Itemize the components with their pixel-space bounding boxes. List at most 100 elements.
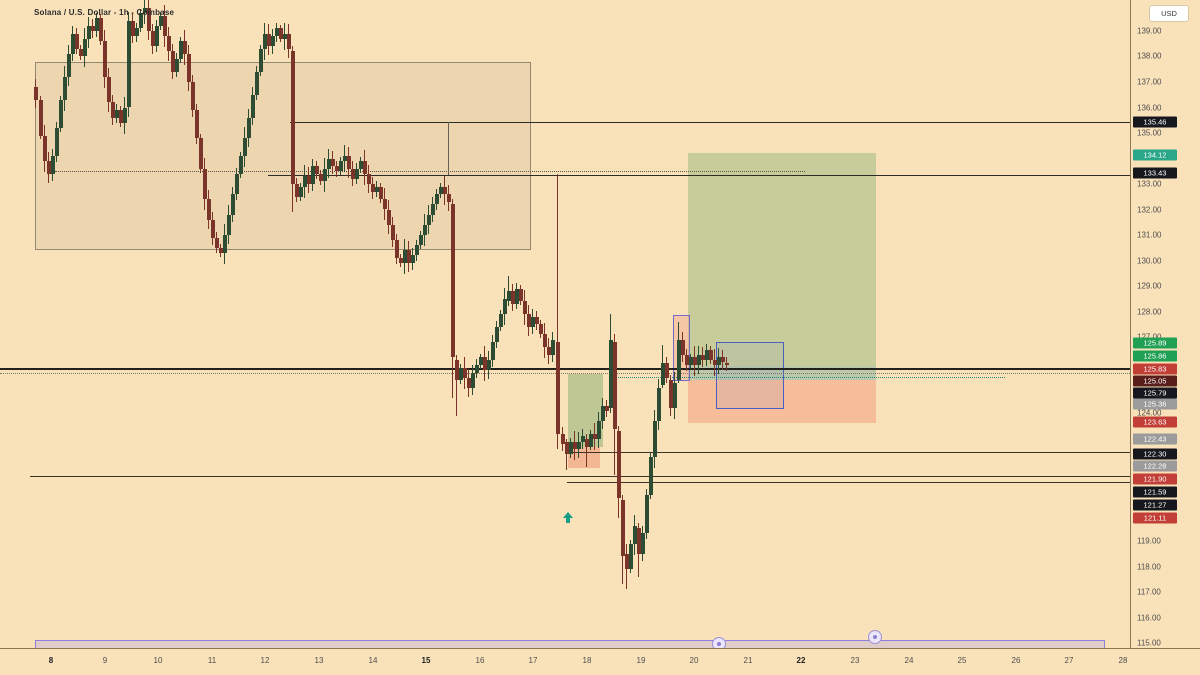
candle[interactable] (382, 199, 387, 210)
candle[interactable] (362, 161, 367, 174)
candle[interactable] (222, 235, 227, 253)
candle[interactable] (250, 94, 255, 118)
candle[interactable] (162, 15, 167, 37)
candle[interactable] (450, 204, 455, 358)
candle[interactable] (358, 161, 363, 169)
candle[interactable] (126, 20, 131, 108)
candle[interactable] (346, 155, 351, 169)
candle[interactable] (42, 135, 47, 162)
buy-arrow-marker[interactable] (563, 512, 573, 523)
candle[interactable] (542, 334, 547, 348)
candle[interactable] (194, 110, 199, 139)
candle[interactable] (182, 41, 187, 54)
selection-rectangle[interactable] (716, 342, 784, 409)
candle[interactable] (242, 138, 247, 156)
candle[interactable] (354, 168, 359, 179)
price-line-135-46[interactable] (290, 122, 1130, 123)
candle[interactable] (454, 359, 459, 381)
candle[interactable] (338, 161, 343, 172)
candle[interactable] (664, 362, 669, 378)
candle[interactable] (230, 194, 235, 215)
candle[interactable] (474, 365, 479, 373)
candle[interactable] (274, 28, 279, 37)
candle[interactable] (418, 235, 423, 246)
candle[interactable] (206, 199, 211, 220)
candle[interactable] (522, 301, 527, 315)
candle[interactable] (106, 76, 111, 103)
vertical-segment[interactable] (448, 122, 449, 175)
candle[interactable] (680, 339, 685, 355)
time-axis[interactable]: 8 9 10 11 12 13 14 15 16 17 18 19 20 21 22 23 24 25 26 27 28 (0, 648, 1200, 675)
candle[interactable] (470, 372, 475, 388)
candle[interactable] (514, 288, 519, 304)
candle[interactable] (406, 250, 411, 264)
candle[interactable] (446, 194, 451, 202)
candle[interactable] (282, 33, 287, 39)
candle[interactable] (94, 18, 99, 31)
dotted-line-125-6[interactable] (0, 373, 1130, 374)
candle[interactable] (78, 48, 83, 57)
candle[interactable] (720, 357, 725, 363)
candle[interactable] (588, 433, 593, 447)
candle[interactable] (174, 59, 179, 72)
price-line-133-43[interactable] (268, 175, 1130, 176)
candle[interactable] (624, 553, 629, 570)
candle[interactable] (286, 33, 291, 49)
candle[interactable] (330, 158, 335, 167)
candle[interactable] (214, 237, 219, 248)
candle[interactable] (494, 326, 499, 343)
candle[interactable] (302, 176, 307, 187)
candle[interactable] (648, 456, 653, 496)
candle[interactable] (632, 525, 637, 544)
candle[interactable] (142, 8, 147, 14)
candle[interactable] (270, 36, 275, 47)
candle[interactable] (210, 219, 215, 238)
candle[interactable] (402, 250, 407, 264)
candle[interactable] (422, 224, 427, 235)
candle[interactable] (390, 224, 395, 241)
candle[interactable] (564, 441, 569, 455)
candle[interactable] (600, 405, 605, 422)
dotted-line-133-5[interactable] (55, 171, 805, 172)
candle[interactable] (118, 110, 123, 123)
candle[interactable] (708, 349, 713, 360)
candle[interactable] (712, 359, 717, 366)
candle[interactable] (692, 357, 697, 366)
candle[interactable] (38, 99, 43, 136)
candle[interactable] (58, 99, 63, 128)
candle[interactable] (138, 13, 143, 29)
candle[interactable] (490, 342, 495, 360)
candle[interactable] (604, 405, 609, 411)
candle[interactable] (82, 38, 87, 57)
candle[interactable] (628, 543, 633, 570)
candle[interactable] (555, 342, 560, 434)
candle[interactable] (258, 48, 263, 72)
candle[interactable] (426, 214, 431, 225)
candle[interactable] (218, 247, 223, 253)
candle[interactable] (668, 380, 673, 409)
candle[interactable] (50, 155, 55, 174)
candle[interactable] (596, 421, 601, 439)
candle[interactable] (198, 138, 203, 169)
candle[interactable] (502, 298, 507, 315)
candle[interactable] (246, 117, 251, 139)
candle[interactable] (576, 441, 581, 450)
candle[interactable] (498, 314, 503, 327)
candle[interactable] (150, 31, 155, 47)
candle[interactable] (262, 33, 267, 49)
candle[interactable] (636, 528, 641, 554)
emoji-sticker-2[interactable] (868, 630, 882, 644)
price-line-122-30[interactable] (567, 452, 1130, 453)
long-stop-box-small[interactable] (568, 447, 600, 468)
candle[interactable] (660, 362, 665, 386)
candle[interactable] (130, 20, 135, 37)
candle[interactable] (170, 51, 175, 72)
candle[interactable] (688, 357, 693, 366)
candle[interactable] (592, 433, 597, 439)
candle[interactable] (458, 367, 463, 381)
candle[interactable] (584, 439, 589, 447)
price-line-121-59[interactable] (567, 482, 1130, 483)
price-line-121-90[interactable] (30, 476, 1130, 477)
candle[interactable] (644, 495, 649, 534)
candle[interactable] (700, 354, 705, 360)
